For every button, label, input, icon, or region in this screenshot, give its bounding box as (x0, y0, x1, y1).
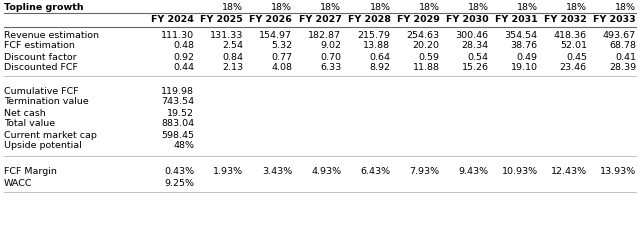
Text: FY 2027: FY 2027 (298, 16, 341, 24)
Text: 10.93%: 10.93% (502, 167, 538, 176)
Text: 5.32: 5.32 (271, 41, 292, 51)
Text: 0.49: 0.49 (517, 52, 538, 61)
Text: 6.33: 6.33 (320, 63, 341, 72)
Text: Net cash: Net cash (4, 109, 45, 118)
Text: 18%: 18% (615, 2, 636, 11)
Text: 0.41: 0.41 (615, 52, 636, 61)
Text: 0.77: 0.77 (271, 52, 292, 61)
Text: 13.93%: 13.93% (600, 167, 636, 176)
Text: 0.92: 0.92 (173, 52, 194, 61)
Text: 182.87: 182.87 (308, 30, 341, 40)
Text: Discounted FCF: Discounted FCF (4, 63, 78, 72)
Text: FY 2025: FY 2025 (200, 16, 243, 24)
Text: 15.26: 15.26 (461, 63, 489, 72)
Text: 6.43%: 6.43% (360, 167, 390, 176)
Text: 131.33: 131.33 (210, 30, 243, 40)
Text: FY 2032: FY 2032 (544, 16, 587, 24)
Text: 354.54: 354.54 (505, 30, 538, 40)
Text: 52.01: 52.01 (560, 41, 587, 51)
Text: 9.25%: 9.25% (164, 179, 194, 187)
Text: 111.30: 111.30 (161, 30, 194, 40)
Text: Termination value: Termination value (4, 98, 89, 106)
Text: FY 2024: FY 2024 (151, 16, 194, 24)
Text: FCF Margin: FCF Margin (4, 167, 57, 176)
Text: FY 2033: FY 2033 (593, 16, 636, 24)
Text: 18%: 18% (468, 2, 489, 11)
Text: 0.70: 0.70 (321, 52, 341, 61)
Text: 154.97: 154.97 (259, 30, 292, 40)
Text: 28.34: 28.34 (461, 41, 489, 51)
Text: 0.43%: 0.43% (164, 167, 194, 176)
Text: 1.93%: 1.93% (213, 167, 243, 176)
Text: 7.93%: 7.93% (410, 167, 440, 176)
Text: 68.78: 68.78 (609, 41, 636, 51)
Text: 0.54: 0.54 (468, 52, 489, 61)
Text: Upside potential: Upside potential (4, 142, 82, 151)
Text: 19.52: 19.52 (167, 109, 194, 118)
Text: 300.46: 300.46 (456, 30, 489, 40)
Text: Revenue estimation: Revenue estimation (4, 30, 99, 40)
Text: FY 2031: FY 2031 (495, 16, 538, 24)
Text: 20.20: 20.20 (413, 41, 440, 51)
Text: 0.44: 0.44 (173, 63, 194, 72)
Text: 3.43%: 3.43% (262, 167, 292, 176)
Text: 18%: 18% (566, 2, 587, 11)
Text: 215.79: 215.79 (358, 30, 390, 40)
Text: 9.02: 9.02 (321, 41, 341, 51)
Text: 2.54: 2.54 (222, 41, 243, 51)
Text: 418.36: 418.36 (554, 30, 587, 40)
Text: 493.67: 493.67 (603, 30, 636, 40)
Text: 598.45: 598.45 (161, 131, 194, 140)
Text: FY 2026: FY 2026 (250, 16, 292, 24)
Text: 48%: 48% (173, 142, 194, 151)
Text: Cumulative FCF: Cumulative FCF (4, 87, 79, 95)
Text: 4.08: 4.08 (271, 63, 292, 72)
Text: 883.04: 883.04 (161, 120, 194, 129)
Text: 254.63: 254.63 (406, 30, 440, 40)
Text: 18%: 18% (517, 2, 538, 11)
Text: 119.98: 119.98 (161, 87, 194, 95)
Text: 0.84: 0.84 (222, 52, 243, 61)
Text: Topline growth: Topline growth (4, 2, 84, 11)
Text: 18%: 18% (321, 2, 341, 11)
Text: 2.13: 2.13 (222, 63, 243, 72)
Text: 0.45: 0.45 (566, 52, 587, 61)
Text: FY 2030: FY 2030 (446, 16, 489, 24)
Text: FCF estimation: FCF estimation (4, 41, 75, 51)
Text: 28.39: 28.39 (609, 63, 636, 72)
Text: Discount factor: Discount factor (4, 52, 77, 61)
Text: FY 2028: FY 2028 (348, 16, 390, 24)
Text: 0.64: 0.64 (369, 52, 390, 61)
Text: FY 2029: FY 2029 (397, 16, 440, 24)
Text: WACC: WACC (4, 179, 33, 187)
Text: 8.92: 8.92 (369, 63, 390, 72)
Text: 11.88: 11.88 (413, 63, 440, 72)
Text: Current market cap: Current market cap (4, 131, 97, 140)
Text: 19.10: 19.10 (511, 63, 538, 72)
Text: 0.48: 0.48 (173, 41, 194, 51)
Text: 4.93%: 4.93% (311, 167, 341, 176)
Text: 18%: 18% (369, 2, 390, 11)
Text: 12.43%: 12.43% (551, 167, 587, 176)
Text: 18%: 18% (222, 2, 243, 11)
Text: 18%: 18% (271, 2, 292, 11)
Text: 743.54: 743.54 (161, 98, 194, 106)
Text: 18%: 18% (419, 2, 440, 11)
Text: 38.76: 38.76 (511, 41, 538, 51)
Text: Total value: Total value (4, 120, 55, 129)
Text: 9.43%: 9.43% (459, 167, 489, 176)
Text: 13.88: 13.88 (364, 41, 390, 51)
Text: 0.59: 0.59 (419, 52, 440, 61)
Text: 23.46: 23.46 (560, 63, 587, 72)
